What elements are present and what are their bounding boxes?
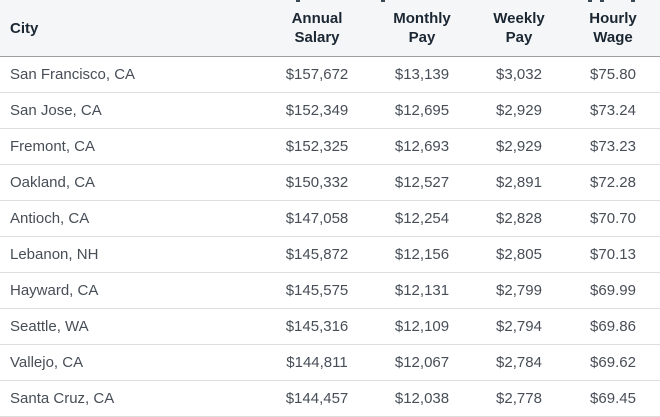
city-cell: Santa Cruz, CA [0,380,262,417]
hourly-wage-cell: $69.62 [566,344,660,381]
table-header: City Annual Salary Monthly Pay Weekly Pa… [0,0,660,57]
column-header-label: Weekly [493,10,545,27]
hourly-wage-cell: $70.13 [566,236,660,273]
weekly-pay-cell: $2,799 [472,272,566,309]
table-row: Antioch, CA $147,058 $12,254 $2,828 $70.… [0,200,660,237]
monthly-pay-cell: $12,131 [372,272,472,309]
hourly-wage-cell: $69.99 [566,272,660,309]
table-body: San Francisco, CA $157,672 $13,139 $3,03… [0,56,660,417]
hourly-wage-cell: $73.24 [566,92,660,129]
header-row: City Annual Salary Monthly Pay Weekly Pa… [0,0,660,57]
column-header-weekly-pay: Weekly Pay [472,0,566,57]
city-cell: Lebanon, NH [0,236,262,273]
monthly-pay-cell: $13,139 [372,56,472,93]
table-row: Lebanon, NH $145,872 $12,156 $2,805 $70.… [0,236,660,273]
annual-salary-cell: $145,872 [262,236,372,273]
monthly-pay-cell: $12,109 [372,308,472,345]
city-cell: Hayward, CA [0,272,262,309]
table-row: Hayward, CA $145,575 $12,131 $2,799 $69.… [0,272,660,309]
city-cell: San Francisco, CA [0,56,262,93]
weekly-pay-cell: $2,784 [472,344,566,381]
table-row: San Jose, CA $152,349 $12,695 $2,929 $73… [0,92,660,129]
column-header-city: City [0,0,262,57]
clipped-text-artifact [600,0,604,2]
hourly-wage-cell: $72.28 [566,164,660,201]
annual-salary-cell: $157,672 [262,56,372,93]
table-row: Seattle, WA $145,316 $12,109 $2,794 $69.… [0,308,660,345]
table-row: Oakland, CA $150,332 $12,527 $2,891 $72.… [0,164,660,201]
column-header-label: Salary [294,29,340,46]
city-cell: Antioch, CA [0,200,262,237]
column-header-monthly-pay: Monthly Pay [372,0,472,57]
clipped-text-artifact [381,0,385,2]
clipped-text-artifact [631,0,635,2]
annual-salary-cell: $152,349 [262,92,372,129]
hourly-wage-cell: $75.80 [566,56,660,93]
annual-salary-cell: $147,058 [262,200,372,237]
monthly-pay-cell: $12,693 [372,128,472,165]
city-cell: Fremont, CA [0,128,262,165]
annual-salary-cell: $150,332 [262,164,372,201]
column-header-label: Annual [291,10,343,27]
city-cell: San Jose, CA [0,92,262,129]
city-cell: Seattle, WA [0,308,262,345]
column-header-annual-salary: Annual Salary [262,0,372,57]
annual-salary-cell: $152,325 [262,128,372,165]
monthly-pay-cell: $12,067 [372,344,472,381]
column-header-label: Monthly [393,10,451,27]
column-header-label: Pay [505,29,533,46]
table-row: Santa Cruz, CA $144,457 $12,038 $2,778 $… [0,380,660,417]
hourly-wage-cell: $73.23 [566,128,660,165]
city-cell: Oakland, CA [0,164,262,201]
annual-salary-cell: $145,575 [262,272,372,309]
column-header-label: Hourly [589,10,637,27]
hourly-wage-cell: $70.70 [566,200,660,237]
annual-salary-cell: $145,316 [262,308,372,345]
weekly-pay-cell: $2,929 [472,128,566,165]
monthly-pay-cell: $12,156 [372,236,472,273]
annual-salary-cell: $144,457 [262,380,372,417]
weekly-pay-cell: $2,828 [472,200,566,237]
weekly-pay-cell: $2,794 [472,308,566,345]
weekly-pay-cell: $2,929 [472,92,566,129]
weekly-pay-cell: $2,778 [472,380,566,417]
column-header-hourly-wage: Hourly Wage [566,0,660,57]
monthly-pay-cell: $12,038 [372,380,472,417]
table-row: Vallejo, CA $144,811 $12,067 $2,784 $69.… [0,344,660,381]
column-header-label: City [10,19,39,37]
column-header-label: Pay [408,29,436,46]
table-row: Fremont, CA $152,325 $12,693 $2,929 $73.… [0,128,660,165]
clipped-text-artifact [296,0,300,2]
weekly-pay-cell: $3,032 [472,56,566,93]
annual-salary-cell: $144,811 [262,344,372,381]
hourly-wage-cell: $69.45 [566,380,660,417]
hourly-wage-cell: $69.86 [566,308,660,345]
monthly-pay-cell: $12,695 [372,92,472,129]
clipped-text-artifact [588,0,592,2]
weekly-pay-cell: $2,891 [472,164,566,201]
city-cell: Vallejo, CA [0,344,262,381]
monthly-pay-cell: $12,527 [372,164,472,201]
table-row: San Francisco, CA $157,672 $13,139 $3,03… [0,56,660,93]
monthly-pay-cell: $12,254 [372,200,472,237]
column-header-label: Wage [593,29,633,46]
weekly-pay-cell: $2,805 [472,236,566,273]
